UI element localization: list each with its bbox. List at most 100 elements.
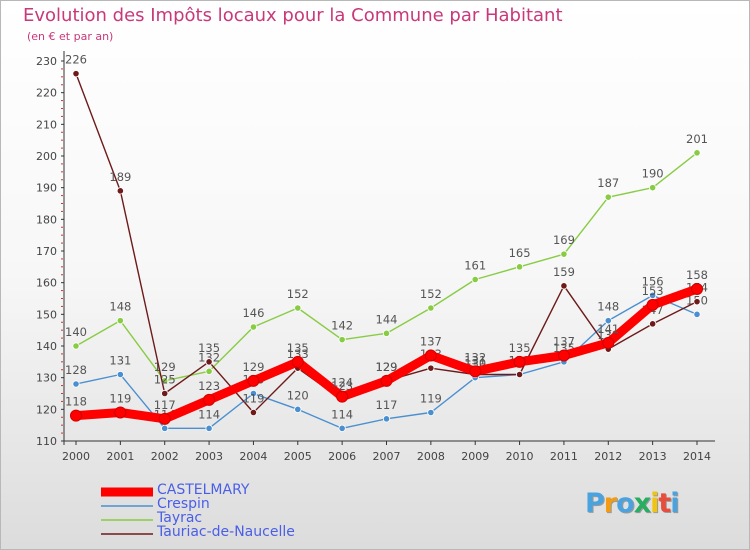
data-label: 137 (553, 335, 575, 349)
x-tick-label: 2012 (594, 450, 622, 463)
y-tick-label: 150 (36, 308, 57, 321)
data-label: 114 (198, 407, 220, 421)
y-tick-label: 210 (36, 118, 57, 131)
data-point (604, 193, 612, 201)
data-point (205, 424, 213, 432)
data-label: 131 (464, 354, 486, 368)
x-tick-label: 2010 (506, 450, 534, 463)
data-point (116, 187, 124, 195)
data-label: 131 (109, 354, 131, 368)
logo-letter: t (658, 488, 671, 519)
proxiti-logo: Proxiti (585, 488, 680, 519)
data-label: 201 (686, 132, 708, 146)
data-point (427, 364, 435, 372)
data-point (557, 349, 570, 362)
x-tick-label: 2014 (683, 450, 711, 463)
data-label: 124 (331, 376, 353, 390)
x-tick-label: 2001 (106, 450, 134, 463)
data-point (116, 317, 124, 325)
data-point (114, 406, 127, 419)
data-label: 135 (198, 341, 220, 355)
data-point (249, 408, 258, 417)
data-label: 117 (154, 398, 176, 412)
legend-label-castelmary: CASTELMARY (157, 482, 250, 498)
data-point (646, 298, 659, 311)
data-label: 119 (109, 392, 131, 406)
data-point (693, 310, 701, 318)
data-label: 129 (376, 360, 398, 374)
x-tick-label: 2006 (328, 450, 356, 463)
data-point (649, 291, 657, 299)
x-tick-label: 2002 (151, 450, 179, 463)
data-label: 129 (242, 360, 264, 374)
logo-letter: i (670, 488, 679, 519)
data-point (649, 184, 657, 192)
x-tick-label: 2011 (550, 450, 578, 463)
y-tick-label: 230 (36, 55, 57, 68)
x-tick-label: 2005 (284, 450, 312, 463)
legend-label-crespin: Crespin (157, 496, 210, 512)
data-point (471, 275, 479, 284)
legend-swatch-tauriac-de-naucelle (101, 533, 153, 535)
data-point (513, 355, 526, 368)
data-point (336, 390, 349, 403)
legend-swatch-tayrac (101, 519, 153, 521)
legend-swatch-castelmary (101, 487, 153, 497)
data-point (380, 374, 393, 387)
data-label: 120 (287, 388, 309, 402)
y-tick-label: 130 (36, 372, 57, 385)
data-point (249, 323, 258, 331)
data-point (294, 304, 302, 312)
y-tick-label: 140 (36, 340, 57, 353)
data-point (72, 342, 80, 350)
data-label: 144 (376, 312, 398, 326)
chart-title: Evolution des Impôts locaux pour la Comm… (23, 5, 563, 26)
data-label: 148 (597, 300, 619, 314)
data-label: 190 (642, 167, 664, 181)
data-label: 148 (109, 300, 131, 314)
data-label: 123 (198, 379, 220, 393)
data-label: 133 (287, 347, 309, 361)
data-label: 169 (553, 233, 575, 247)
data-point (158, 412, 171, 425)
logo-letter: x (633, 488, 651, 519)
data-point (291, 355, 304, 368)
data-point (338, 336, 346, 344)
data-label: 158 (686, 268, 708, 282)
x-tick-label: 2003 (195, 450, 223, 463)
legend-swatch-crespin (101, 505, 153, 507)
legend-label-tauriac-de-naucelle: Tauriac-de-Naucelle (157, 524, 295, 540)
data-label: 132 (198, 350, 220, 364)
data-point (427, 304, 435, 312)
y-tick-label: 200 (36, 150, 57, 163)
data-label: 142 (331, 319, 353, 333)
data-point (161, 389, 169, 398)
data-label: 119 (420, 392, 442, 406)
data-label: 152 (287, 287, 309, 301)
data-point (604, 317, 612, 325)
data-label: 137 (420, 335, 442, 349)
y-tick-label: 180 (36, 213, 57, 226)
data-label: 118 (65, 395, 87, 409)
data-point (693, 298, 701, 306)
data-point (382, 329, 391, 337)
data-point (602, 336, 615, 349)
data-label: 117 (376, 398, 398, 412)
data-point (249, 389, 258, 398)
logo-letter: o (616, 488, 635, 519)
y-tick-label: 170 (36, 245, 57, 258)
data-point (382, 415, 391, 423)
data-label: 161 (464, 259, 486, 273)
logo-letter: r (603, 488, 617, 519)
data-point (205, 358, 213, 366)
data-label: 132 (464, 350, 486, 364)
data-label: 128 (65, 363, 87, 377)
data-label: 165 (509, 246, 531, 260)
data-point (294, 405, 302, 413)
logo-letter: P (585, 488, 605, 519)
data-label: 226 (65, 53, 87, 67)
data-label: 156 (642, 274, 664, 288)
legend-label-tayrac: Tayrac (157, 510, 203, 526)
data-label: 135 (287, 341, 309, 355)
